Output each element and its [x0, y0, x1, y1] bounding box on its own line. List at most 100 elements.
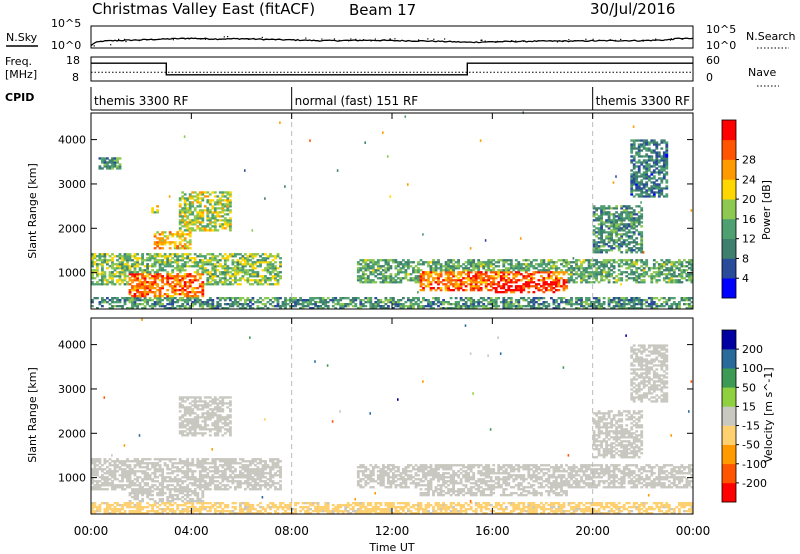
rti-cell — [630, 277, 634, 280]
rti-cell — [294, 305, 297, 308]
rti-cell — [492, 305, 496, 308]
rti-cell — [146, 490, 149, 493]
rti-cell — [625, 279, 629, 282]
rti-cell — [103, 253, 107, 256]
rti-cell — [213, 211, 217, 214]
rti-cell — [198, 215, 202, 218]
rti-cell — [121, 474, 124, 477]
rti-cell — [632, 305, 636, 308]
rti-cell — [188, 281, 192, 284]
rti-cell — [683, 265, 686, 268]
rti-cell — [580, 271, 583, 274]
rti-cell — [622, 259, 626, 262]
rti-cell — [660, 157, 664, 160]
rti-cell — [133, 470, 137, 473]
rti-cell — [108, 299, 112, 302]
rti-cell — [567, 303, 571, 306]
rti-cell — [469, 299, 473, 302]
rti-cell — [151, 466, 154, 469]
rti-cell — [640, 281, 644, 284]
rti-cell — [595, 261, 598, 264]
rti-cell — [166, 506, 170, 509]
rti-cell — [607, 233, 611, 236]
rti-cell — [166, 488, 170, 491]
rti-cell — [452, 269, 455, 272]
rti-cell — [540, 259, 543, 262]
rti-cell — [557, 303, 561, 306]
rti-cell — [166, 303, 170, 306]
rti-cell — [607, 281, 611, 284]
rti-cell — [173, 283, 177, 286]
rti-cell — [645, 169, 649, 172]
rti-cell — [432, 263, 435, 266]
rti-cell — [136, 506, 139, 509]
rti-cell — [223, 275, 227, 278]
rti-cell — [667, 269, 671, 272]
rti-cell — [161, 492, 164, 495]
rti-cell — [595, 227, 598, 230]
rti-cell — [249, 305, 252, 308]
rti-cell — [201, 273, 205, 276]
rti-cell — [662, 277, 666, 280]
rti-cell — [665, 275, 669, 278]
rti-cell — [138, 299, 142, 302]
rti-cell — [341, 297, 345, 300]
rti-cell — [213, 275, 217, 278]
rti-cell — [151, 265, 154, 268]
rti-cell — [527, 305, 531, 308]
rti-cell — [126, 265, 129, 268]
rti-cell — [665, 153, 669, 156]
rti-cell — [632, 307, 636, 310]
rti-cell — [382, 281, 385, 284]
rti-cell — [650, 187, 654, 190]
rti-cell — [113, 163, 117, 166]
rti-cell — [489, 269, 493, 272]
rti-cell — [153, 476, 157, 479]
rti-cell — [151, 283, 154, 286]
rti-cell — [173, 462, 177, 465]
noise-search-point — [388, 39, 390, 41]
rti-cell — [158, 253, 162, 256]
rti-cell — [562, 285, 566, 288]
rti-cell — [126, 283, 129, 286]
rti-cell — [171, 484, 175, 487]
rti-cell — [683, 299, 686, 302]
rti-cell — [464, 285, 468, 288]
rti-cell — [630, 271, 634, 274]
rti-cell — [600, 237, 603, 240]
rti-cell — [116, 510, 119, 513]
rti-cell — [183, 207, 187, 210]
rti-cell — [334, 297, 338, 300]
rti-cell — [206, 207, 210, 210]
rti-cell — [208, 227, 212, 230]
rti-cell — [188, 414, 192, 417]
rti-cell — [113, 460, 117, 463]
rti-cell — [101, 157, 104, 160]
rti-cell — [494, 305, 498, 308]
rti-cell — [176, 245, 180, 248]
rti-cell — [271, 301, 275, 304]
rti-cell — [178, 492, 182, 495]
rti-cell — [136, 277, 139, 280]
rti-cell — [178, 205, 182, 208]
rti-cell — [116, 301, 119, 304]
rti-cell — [512, 305, 516, 308]
rti-cell — [116, 458, 119, 461]
rti-cell — [198, 229, 202, 232]
rti-cell — [201, 301, 205, 304]
rti-cell — [645, 195, 649, 198]
rti-cell — [276, 267, 280, 270]
rti-cell — [615, 235, 618, 238]
rti-cell — [532, 307, 536, 310]
rti-cell — [206, 301, 210, 304]
rti-cell — [447, 281, 450, 284]
rti-cell — [211, 269, 215, 272]
rti-cell — [585, 279, 588, 282]
rti-cell — [635, 275, 639, 278]
rti-cell — [409, 301, 413, 304]
noise-search-point — [223, 36, 225, 38]
cpid-segment-label: normal (fast) 151 RF — [295, 94, 419, 108]
rti-cell — [131, 460, 134, 463]
rti-cell — [665, 261, 669, 264]
